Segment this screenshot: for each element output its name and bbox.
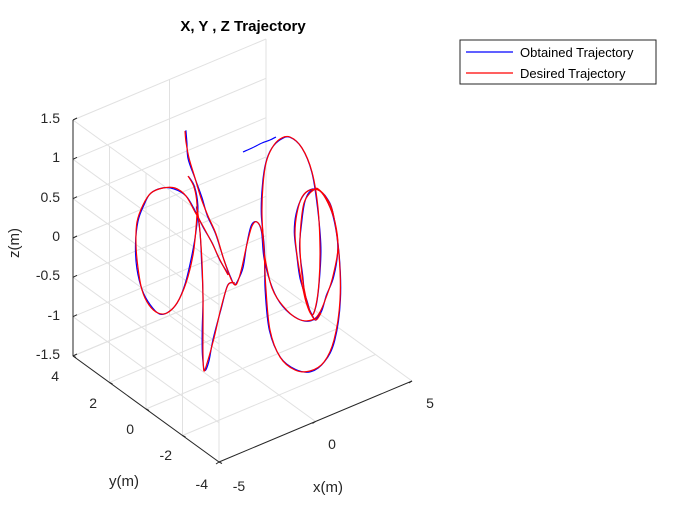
z-tick-mark (72, 235, 78, 239)
chart-title: X, Y , Z Trajectory (180, 18, 306, 35)
z-tick-mark (72, 274, 78, 278)
z-tick-mark (72, 353, 78, 357)
grid-line (72, 235, 267, 318)
x-axis-label: x(m) (313, 479, 343, 496)
z-tick-label: 1 (52, 149, 60, 165)
x-tick-mark (215, 461, 220, 465)
z-tick-label: -0.5 (36, 267, 60, 283)
x-tick-mark (312, 421, 316, 424)
y-tick-mark (182, 435, 186, 438)
series-desired-line (196, 205, 236, 372)
y-tick-label: -2 (160, 447, 173, 463)
grid-line (72, 237, 220, 345)
series-desired-line (135, 175, 229, 315)
grid-line (72, 38, 267, 121)
z-tick-label: 0.5 (41, 189, 61, 205)
z-tick-mark (72, 314, 78, 318)
y-axis-label: y(m) (109, 473, 139, 490)
legend-label-desired: Desired Trajectory (520, 66, 626, 81)
z-tick-mark (72, 196, 78, 200)
legend-label-obtained: Obtained Trajectory (520, 45, 634, 60)
series-desired-line (184, 130, 341, 373)
y-tick-label: 4 (51, 368, 59, 384)
y-tick-label: 0 (126, 421, 134, 437)
x-tick-label: 0 (328, 436, 336, 452)
legend: Obtained Trajectory Desired Trajectory (459, 39, 657, 85)
plot-area (134, 130, 342, 373)
z-tick-label: -1.5 (36, 346, 60, 362)
y-tick-label: -4 (196, 476, 209, 492)
series-obtained-line (242, 136, 277, 153)
z-tick-label: 1.5 (41, 110, 61, 126)
series-obtained-line (185, 130, 342, 373)
grid-line (72, 274, 267, 357)
series-obtained-line (195, 206, 236, 372)
grid-line (72, 77, 267, 160)
y-tick-mark (109, 382, 113, 385)
grid-line (72, 156, 267, 239)
grid-line (72, 119, 220, 227)
x-tick-label: 5 (426, 395, 434, 411)
grid-line (72, 276, 220, 384)
grid-line (72, 195, 267, 278)
grid-line (145, 327, 340, 410)
y-tick-label: 2 (89, 395, 97, 411)
x-tick-mark (408, 380, 413, 384)
grid-line (72, 198, 220, 306)
series-desired-line (299, 187, 322, 321)
z-tick-mark (72, 117, 78, 121)
grid-line (72, 117, 267, 200)
grid-line (182, 354, 376, 436)
y-tick-mark (145, 408, 150, 411)
grid-line (109, 301, 303, 383)
grid-line (72, 316, 220, 424)
z-tick-label: -1 (48, 307, 61, 323)
legend-box (459, 39, 657, 85)
grid-lines (72, 38, 413, 463)
x-tick-label: -5 (233, 478, 246, 494)
y-tick-mark (218, 461, 223, 464)
z-tick-mark (72, 156, 78, 160)
z-axis-label: z(m) (6, 228, 23, 258)
z-tick-label: 0 (52, 228, 60, 244)
axes-box (72, 117, 413, 465)
